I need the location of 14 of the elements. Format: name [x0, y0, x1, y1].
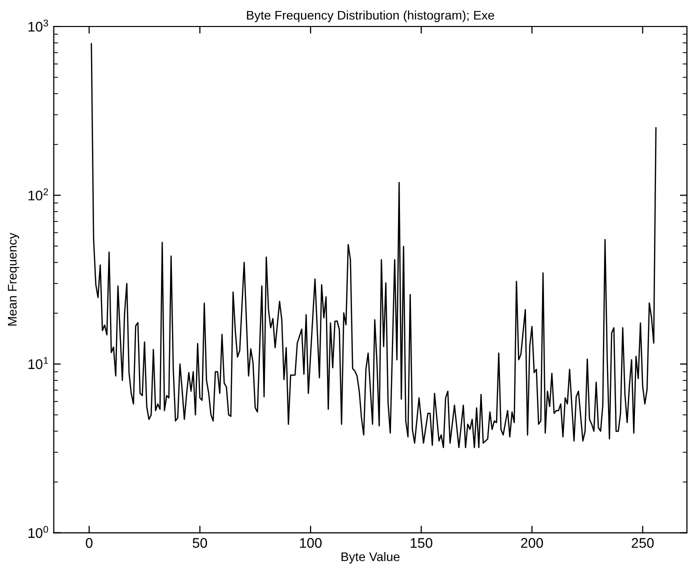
y-tick-label: 10$^{1}$ [28, 357, 48, 370]
x-tick-label: 100 [300, 538, 322, 548]
x-tick-label: 200 [521, 538, 543, 548]
y-axis-title: Mean Frequency [8, 232, 20, 326]
y-tick-label: 10$^{3}$ [28, 20, 48, 32]
x-tick-label: 50 [192, 538, 208, 548]
line-series [90, 43, 657, 448]
x-tick-label: 0 [86, 538, 92, 548]
x-axis-title: Byte Value [342, 552, 400, 564]
y-tick-label: 10$^{0}$ [28, 526, 48, 538]
x-tick-label: 250 [632, 538, 654, 548]
chart-title: Byte Frequency Distribution (histogram); Exe [247, 10, 494, 22]
x-tick-label: 150 [410, 538, 432, 548]
y-tick-label: 10$^{2}$ [28, 188, 48, 200]
